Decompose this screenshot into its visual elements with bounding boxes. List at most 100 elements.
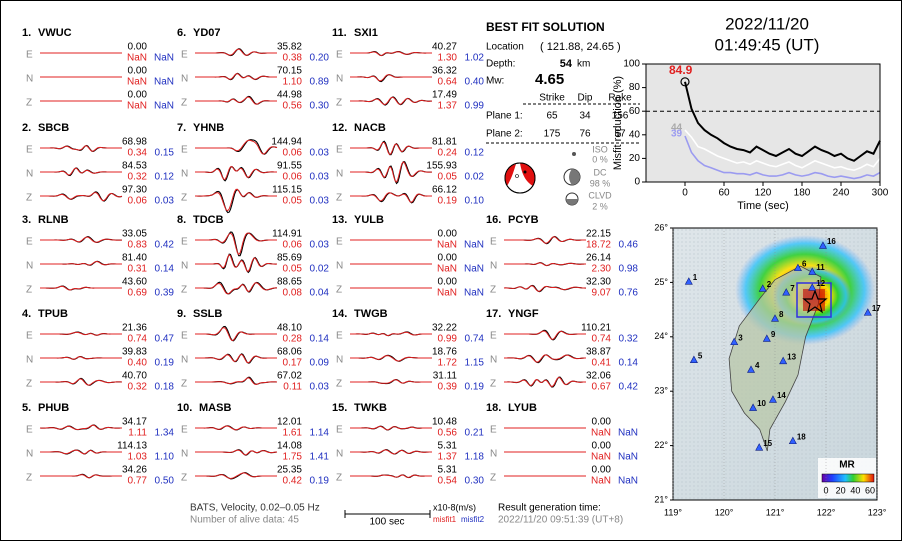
station-marker [779,356,788,365]
misfit2: 0.14 [619,358,639,369]
component: E [26,237,33,248]
label: Depth: [486,59,515,70]
plane-value: 156 [612,111,629,122]
station-name: NACB [354,122,386,134]
amplitude: 31.11 [433,371,458,382]
amplitude: 43.60 [122,277,147,288]
synthetic-trace [350,74,432,82]
component: Z [490,285,496,296]
amplitude: 21.36 [122,323,147,334]
misfit2: 0.18 [155,382,175,393]
station-name: SBCB [38,122,69,134]
station-number: 11. [332,27,347,39]
misfit1: 0.99 [438,334,458,345]
time: 01:49:45 (UT) [715,35,820,54]
station-name: SSLB [193,308,222,320]
column-header: Rake [608,93,632,104]
component: Z [490,473,496,484]
misfit1: 1.37 [438,452,458,463]
station-label: 4 [755,361,760,370]
misfit1: 0.08 [283,288,303,299]
best-marker [680,77,690,87]
misfit2: 0.32 [619,334,639,345]
component: E [336,50,343,61]
synthetic-trace [504,262,586,267]
synthetic-trace [195,96,277,105]
epicenter [802,289,828,314]
station-name: TDCB [193,214,224,226]
amplitude: 81.40 [122,253,147,264]
y-tick-label: 80 [629,82,641,93]
component: Z [181,285,187,296]
station-marker [808,267,817,275]
misfit2-key: misfit2 [461,515,485,524]
component: N [181,261,188,272]
misfit1: 0.56 [438,428,458,439]
series-line [684,129,881,172]
component: N [490,449,497,460]
location: ( 121.88, 24.65 ) [540,41,621,53]
beachball [504,162,536,194]
station-name: YULB [354,214,384,226]
station-marker [747,365,756,373]
amplitude: 0.00 [592,441,612,452]
misfit1: NaN [127,53,147,64]
misfit1: 0.69 [128,288,148,299]
misfit1: 0.06 [283,148,303,159]
station-name: SXI1 [354,27,378,39]
lon-label: 122° [817,507,836,517]
result-time: 2022/11/20 09:51:39 (UT+8) [498,515,623,526]
network: BATS, Velocity, 0.02–0.05 Hz [190,503,320,514]
misfit2: 0.40 [465,77,485,88]
component: N [336,355,343,366]
station-number: 2. [22,122,31,134]
colorbar [821,473,875,483]
synthetic-trace [40,331,122,336]
misfit2: 1.34 [155,428,175,439]
station-number: 17. [486,308,501,320]
station-number: 8. [177,214,186,226]
amplitude: 32.30 [586,277,611,288]
component: N [181,449,188,460]
misfit1: NaN [437,264,457,275]
synthetic-trace [504,236,586,244]
amplitude: 0.00 [128,42,148,53]
synthetic-trace [350,51,432,57]
synthetic-trace [350,449,432,455]
synthetic-trace [350,355,432,362]
misfit2: 0.14 [155,264,175,275]
dc-icon [563,168,581,186]
y-tick-label: 40 [629,129,641,140]
component: Z [26,473,32,484]
station-marker [863,308,872,316]
component: E [181,331,188,342]
misfit1: 0.83 [128,240,148,251]
misfit2: 0.09 [310,358,330,369]
lat-label: 24° [654,331,668,341]
synthetic-trace [40,474,122,479]
amplitude: 0.00 [438,253,458,264]
misfit2: 0.03 [310,148,330,159]
component: Z [336,285,342,296]
result-label: Result generation time: [498,503,601,514]
lon-label: 120° [715,507,734,517]
misfit2: 0.20 [310,53,330,64]
component: E [26,50,33,61]
component: E [181,425,188,436]
amplitude: 144.94 [271,137,302,148]
station-label: 11 [816,263,825,272]
misfit2: 0.03 [310,196,330,207]
misfit2: 0.30 [310,101,330,112]
misfit2: NaN [464,288,484,299]
misfit2: 0.47 [155,334,175,345]
synthetic-trace [350,379,432,384]
station-marker [782,288,791,296]
component: N [181,355,188,366]
station-marker [684,277,693,285]
plane-value: 34 [579,111,591,122]
misfit2: 0.19 [310,476,330,487]
station-number: 7. [177,122,186,134]
amplitude: 66.12 [432,185,457,196]
annotation: 84.9 [669,63,693,77]
misfit2: NaN [464,264,484,275]
